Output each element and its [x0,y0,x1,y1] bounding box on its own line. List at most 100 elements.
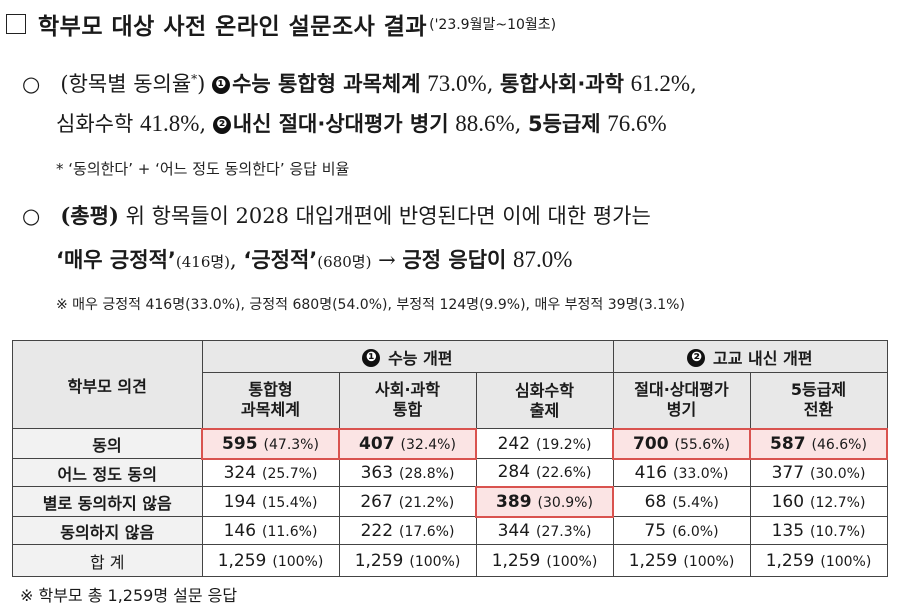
col-header-line2: 과목체계 [241,400,300,420]
col-header-line1: 통합형 [248,380,293,400]
bullet2-prefix: (총평) [60,203,119,228]
cell-value: 160 [771,491,805,512]
cell-value: 146 [223,520,257,541]
item2-value: 61.2% [630,71,691,96]
bullet1-line1: ○ (항목별 동의율*) ❶ 수능 통합형 과목체계 73.0%, 통합사회·과학… [22,71,697,96]
cell-value: 344 [497,520,531,541]
table-cell: 1,259 (100%) [612,544,751,577]
col-header-line1: 절대·상대평가 [634,380,729,400]
survey-results-table: 학부모 의견 ❶ 수능 개편 ❷ 고교 내신 개편 통합형 과목체계 사회·과학 통… [12,340,888,577]
col-header-line2: 전환 [803,400,834,420]
cell-value: 135 [771,520,805,541]
cell-percent: (27.3%) [536,523,592,540]
col-header: 심화수학 출제 [475,372,614,429]
table-cell: 68 (5.4%) [612,486,751,517]
col-header: 절대·상대평가 병기 [612,372,751,429]
cell-percent: (28.8%) [399,465,455,482]
item2-label: 통합사회·과학 [500,72,624,96]
cell-value: 1,259 [491,550,541,571]
cell-percent: (100%) [546,553,598,570]
bullet2-line2: ‘매우 긍정적’(416명), ‘긍정적’(680명) → 긍정 응답이 87.… [56,247,573,272]
item4-label: 내신 절대·상대평가 병기 [232,112,449,136]
bullet1-close: ) [197,72,206,96]
table-cell: 135 (10.7%) [749,516,888,545]
cell-value: 267 [360,491,393,512]
table-footnote: ※ 학부모 총 1,259명 설문 응답 [20,586,238,605]
item1-label: 수능 통합형 과목체계 [232,72,421,96]
col-header: 5등급제 전환 [749,372,888,429]
item4-number-icon: ❷ [212,116,231,134]
table-row: 동의하지 않음 146 (11.6%) 222 (17.6%) 344 (27.3%)… [12,516,888,545]
group1-number-icon: ❶ [362,348,381,367]
cell-value: 389 [496,491,532,512]
table-cell: 75 (6.0%) [612,516,751,545]
cell-value: 68 [644,491,667,512]
row-label: 합 계 [12,544,203,577]
cell-value: 242 [497,433,531,454]
title-main: 학부모 대상 사전 온라인 설문조사 결과 [38,14,428,40]
item1-number-icon: ❶ [212,76,231,94]
col-header-line2: 통합 [392,400,423,420]
cell-percent: (12.7%) [810,494,866,511]
row-label: 별로 동의하지 않음 [12,486,203,517]
cell-percent: (46.6%) [811,436,867,453]
table-cell: 1,259 (100%) [201,544,340,577]
title-period-note: ('23.9월말~10월초) [429,17,557,33]
cell-value: 407 [359,433,395,454]
positive-count: (680명) [317,253,372,271]
table-cell: 1,259 (100%) [749,544,888,577]
cell-value: 700 [633,433,669,454]
item5-value: 76.6% [607,111,667,136]
table-row: 어느 정도 동의 324 (25.7%) 363 (28.8%) 284 (22.6%… [12,458,888,487]
cell-value: 284 [497,462,531,483]
positive-response-label: 긍정 응답이 [402,248,507,272]
table-cell: 1,259 (100%) [475,544,614,577]
table-cell-highlighted: 587 (46.6%) [749,427,888,460]
row-label: 동의하지 않음 [12,516,203,545]
cell-value: 222 [360,520,394,541]
cell-percent: (5.4%) [672,494,719,511]
note-agree-ratio: * ‘동의한다’ + ‘어느 정도 동의한다’ 응답 비율 [56,160,350,178]
table-cell-highlighted: 700 (55.6%) [612,427,751,460]
table-cell-highlighted: 389 (30.9%) [475,485,614,518]
bullet2-text: 위 항목들이 2028 대입개편에 반영된다면 이에 대한 평가는 [125,204,651,228]
group1-label: 수능 개편 [388,348,453,368]
item3-value: 41.8% [139,111,200,136]
col-header-line2: 병기 [666,400,697,420]
row-label: 동의 [12,428,203,459]
positive-label: ‘긍정적’ [243,248,318,272]
table-cell-highlighted: 595 (47.3%) [201,427,340,460]
cell-percent: (100%) [683,553,735,570]
very-positive-count: (416명) [175,253,231,271]
col-header: 사회·과학 통합 [338,372,477,429]
table-cell: 146 (11.6%) [201,516,340,545]
cell-percent: (15.4%) [262,494,318,511]
cell-percent: (100%) [820,553,872,570]
table-cell: 344 (27.3%) [475,516,614,545]
cell-percent: (22.6%) [536,465,592,482]
table-cell: 160 (12.7%) [749,486,888,517]
row-label: 어느 정도 동의 [12,458,203,487]
table-cell: 222 (17.6%) [338,516,477,545]
table-cell: 377 (30.0%) [749,458,888,487]
group-header-csat: ❶ 수능 개편 [201,340,614,373]
table-cell-highlighted: 407 (32.4%) [338,427,477,460]
cell-percent: (100%) [272,553,324,570]
cell-percent: (55.6%) [674,436,730,453]
cell-value: 194 [223,491,257,512]
item4-value: 88.6% [455,111,515,136]
bullet-circle-icon: ○ [22,72,54,96]
note-response-breakdown: ※ 매우 긍정적 416명(33.0%), 긍정적 680명(54.0%), 부… [56,297,685,313]
cell-percent: (25.7%) [262,465,318,482]
cell-value: 363 [360,462,394,483]
positive-response-value: 87.0% [513,247,573,272]
cell-percent: (32.4%) [400,436,456,453]
table-cell: 1,259 (100%) [338,544,477,577]
table-row: 별로 동의하지 않음 194 (15.4%) 267 (21.2%) 389 (30.… [12,485,888,518]
table-cell: 416 (33.0%) [612,458,751,487]
cell-percent: (11.6%) [262,523,318,540]
cell-percent: (30.9%) [537,494,593,511]
cell-percent: (17.6%) [399,523,455,540]
cell-value: 1,259 [354,550,404,571]
table-cell: 267 (21.2%) [338,486,477,517]
